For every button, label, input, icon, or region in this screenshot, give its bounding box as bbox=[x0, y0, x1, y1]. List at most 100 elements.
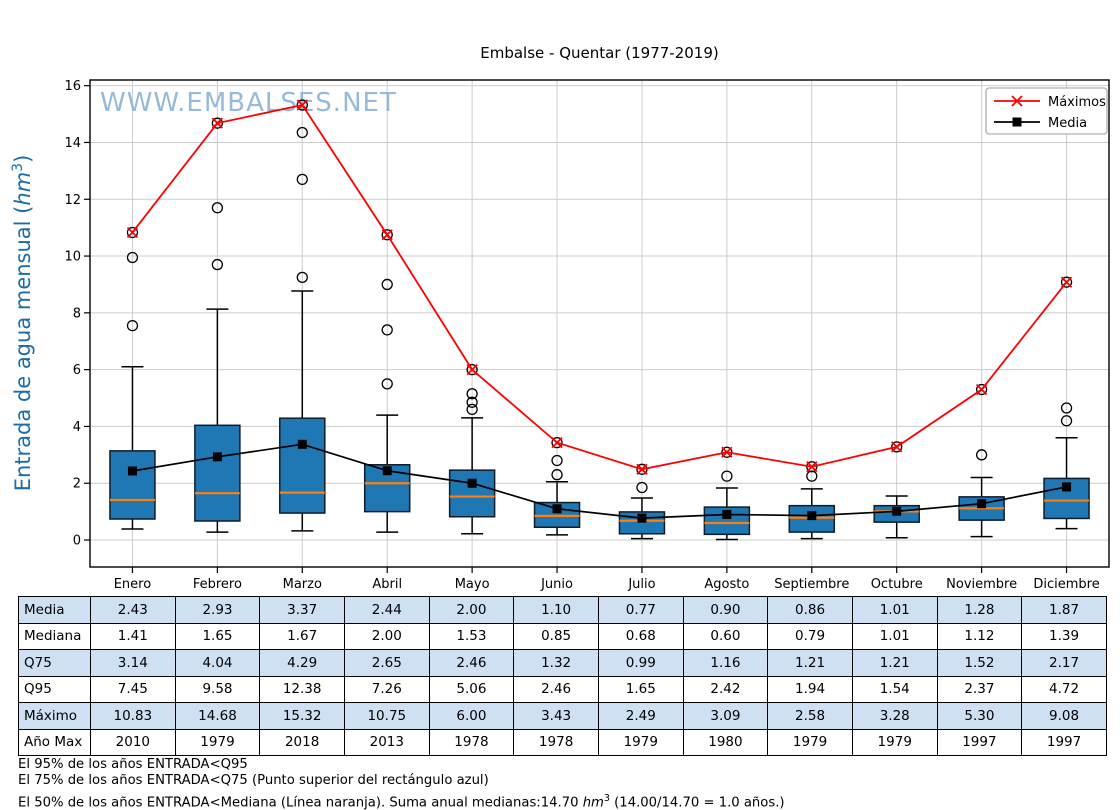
stat-cell: 2.44 bbox=[343, 596, 430, 624]
y-tick-label: 2 bbox=[73, 477, 81, 492]
stat-row-label: Media bbox=[18, 596, 91, 624]
stat-cell: 1.01 bbox=[851, 622, 938, 650]
stat-cell: 0.79 bbox=[767, 622, 853, 650]
stat-cell: 3.37 bbox=[259, 596, 345, 624]
stat-cell: 1.21 bbox=[767, 649, 853, 677]
outlier-point bbox=[466, 388, 478, 400]
stat-cell: 1978 bbox=[428, 728, 515, 756]
stat-cell: 4.72 bbox=[1021, 675, 1107, 703]
stat-cell: 1997 bbox=[1021, 728, 1107, 756]
media-marker bbox=[637, 513, 647, 523]
stat-cell: 1997 bbox=[936, 728, 1023, 756]
stat-cell: 0.60 bbox=[682, 622, 769, 650]
outlier-point bbox=[296, 271, 308, 284]
footnote-unit: hm bbox=[582, 795, 604, 810]
media-marker bbox=[552, 504, 562, 514]
stat-cell: 2013 bbox=[343, 728, 430, 756]
outlier-point bbox=[466, 363, 478, 376]
stat-cell: 3.09 bbox=[682, 702, 769, 730]
footnote-unit-exponent: 3 bbox=[603, 793, 610, 804]
maximos-marker bbox=[211, 117, 224, 129]
stat-cell: 7.26 bbox=[343, 675, 430, 703]
media-marker bbox=[382, 466, 392, 476]
footnote-mediana-text: El 50% de los años ENTRADA<Mediana (Líne… bbox=[18, 795, 583, 810]
stat-cell: 1.41 bbox=[90, 622, 176, 650]
stat-cell: 2.65 bbox=[343, 649, 430, 677]
outlier-point bbox=[975, 383, 988, 396]
y-tick-label: 10 bbox=[64, 250, 81, 265]
stat-cell: 2010 bbox=[90, 728, 176, 756]
x-month-label: Enero bbox=[114, 577, 152, 592]
stat-cell: 2.43 bbox=[90, 596, 176, 624]
outlier-point bbox=[381, 378, 393, 390]
stat-cell: 2.93 bbox=[174, 596, 261, 624]
footnote-q95: El 95% de los años ENTRADA<Q95 bbox=[18, 757, 248, 772]
box-diciembre bbox=[1043, 276, 1090, 530]
footnote-mediana-tail: (14.00/14.70 = 1.0 años.) bbox=[609, 795, 785, 810]
stat-cell: 2.46 bbox=[513, 675, 599, 703]
maximos-marker bbox=[721, 446, 733, 458]
stat-cell: 1979 bbox=[767, 728, 853, 756]
outlier-point bbox=[211, 117, 224, 129]
stat-cell: 3.14 bbox=[90, 649, 176, 677]
outlier-point bbox=[721, 470, 733, 482]
media-marker bbox=[977, 499, 987, 509]
outlier-point bbox=[1060, 402, 1073, 414]
footnote-mediana: El 50% de los años ENTRADA<Mediana (Líne… bbox=[18, 791, 785, 810]
maximos-line bbox=[131, 103, 1068, 471]
stat-cell: 4.29 bbox=[259, 649, 345, 677]
outlier-point bbox=[211, 258, 224, 271]
box-enero bbox=[109, 226, 156, 530]
media-marker bbox=[467, 478, 477, 488]
outlier-point bbox=[466, 396, 478, 408]
stat-cell: 1.54 bbox=[851, 675, 938, 703]
maximos-marker bbox=[466, 364, 478, 376]
maximos-marker bbox=[1060, 276, 1073, 288]
y-tick-label: 6 bbox=[73, 363, 81, 378]
outlier-point bbox=[1060, 276, 1073, 288]
stat-row-label: Q95 bbox=[18, 675, 91, 703]
stat-cell: 1.01 bbox=[851, 596, 938, 624]
outlier-point bbox=[296, 99, 308, 111]
stat-cell: 3.43 bbox=[513, 702, 599, 730]
stat-cell: 1.21 bbox=[851, 649, 938, 677]
iqr-box bbox=[279, 417, 326, 514]
maximos-marker bbox=[381, 229, 393, 241]
outlier-point bbox=[296, 173, 308, 186]
footnotes: El 95% de los años ENTRADA<Q95 El 75% de… bbox=[18, 757, 785, 810]
x-month-label: Abril bbox=[372, 577, 402, 592]
x-month-label: Marzo bbox=[283, 577, 322, 592]
media-marker bbox=[807, 511, 817, 521]
stat-cell: 1.39 bbox=[1021, 622, 1107, 650]
stat-cell: 0.77 bbox=[597, 596, 684, 624]
stat-cell: 2.00 bbox=[343, 622, 430, 650]
stats-row: Año Max 2010 1979 2018 2013 1978 1978 1979 1980 1… bbox=[18, 728, 1107, 756]
maximos-marker bbox=[975, 383, 988, 396]
outlier-point bbox=[551, 454, 563, 467]
box-marzo bbox=[279, 99, 326, 532]
iqr-box bbox=[703, 506, 751, 536]
media-marker bbox=[892, 506, 902, 516]
maximos-marker bbox=[636, 463, 648, 475]
outlier-point bbox=[551, 469, 563, 481]
stat-cell: 1.12 bbox=[936, 622, 1023, 650]
outlier-point bbox=[296, 126, 308, 139]
stat-cell: 1.52 bbox=[936, 649, 1023, 677]
boxplot-chart: WWW.EMBALSES.NET Entrada de agua mensual … bbox=[10, 79, 1110, 592]
x-month-label: Noviembre bbox=[946, 577, 1017, 592]
stat-cell: 4.04 bbox=[174, 649, 261, 677]
maximos-marker bbox=[551, 436, 563, 449]
outlier-point bbox=[975, 449, 988, 461]
stat-cell: 1979 bbox=[851, 728, 938, 756]
maximos-marker bbox=[296, 99, 308, 111]
plot-frame bbox=[89, 79, 1110, 568]
x-month-label: Junio bbox=[540, 577, 573, 592]
x-month-label: Agosto bbox=[704, 577, 749, 592]
stat-cell: 2.00 bbox=[428, 596, 515, 624]
stat-cell: 1.53 bbox=[428, 622, 515, 650]
stat-cell: 1.65 bbox=[597, 675, 684, 703]
stat-cell: 7.45 bbox=[90, 675, 176, 703]
legend-media-label: Media bbox=[1048, 116, 1087, 131]
stat-cell: 1.67 bbox=[259, 622, 345, 650]
stat-cell: 2.37 bbox=[936, 675, 1023, 703]
